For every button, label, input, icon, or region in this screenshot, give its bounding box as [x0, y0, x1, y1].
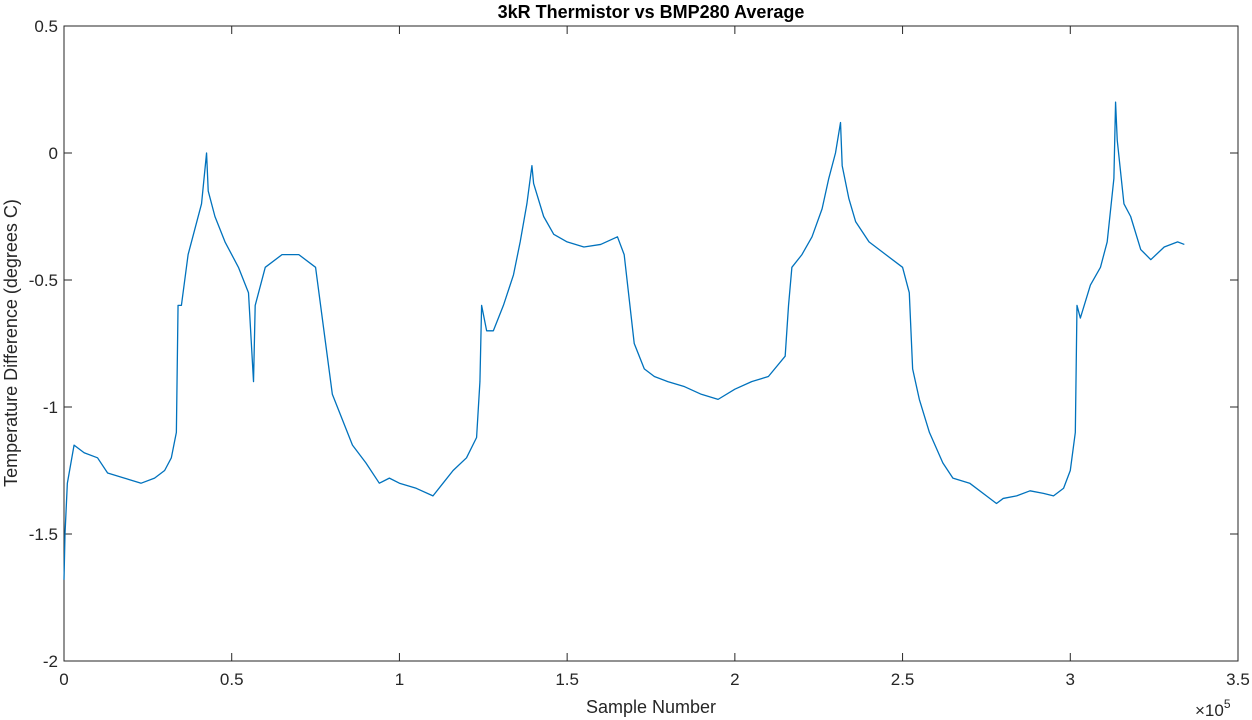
x-axis-exponent-base: ×10 [1195, 701, 1224, 720]
y-tick-label: -1.5 [29, 525, 58, 544]
x-axis-exponent: ×105 [1195, 697, 1231, 720]
y-axis-label: Temperature Difference (degrees C) [1, 199, 21, 487]
x-tick-label: 3.5 [1226, 670, 1250, 689]
y-tick-label: 0.5 [34, 17, 58, 36]
x-tick-label: 3 [1066, 670, 1075, 689]
x-tick-label: 2 [730, 670, 739, 689]
plot-area [63, 25, 1239, 662]
chart-title: 3kR Thermistor vs BMP280 Average [498, 2, 805, 22]
series-line [63, 101, 1185, 580]
x-tick-label: 1 [395, 670, 404, 689]
y-tick-label: -1 [43, 398, 58, 417]
axis-ticks: 0 0.5 1 1.5 2 2.5 3 3.5 0.5 0 -0.5 -1 -1.5 -2 [29, 17, 1250, 689]
x-tick-label: 1.5 [555, 670, 579, 689]
y-tick-label: -0.5 [29, 271, 58, 290]
y-tick-label: -2 [43, 652, 58, 671]
x-tick-label: 0.5 [220, 670, 244, 689]
x-tick-label: 0 [59, 670, 68, 689]
y-tick-label: 0 [49, 144, 58, 163]
series-layer [63, 101, 1185, 580]
x-axis-exponent-power: 5 [1224, 697, 1231, 711]
x-axis-label: Sample Number [586, 697, 716, 717]
x-tick-label: 2.5 [891, 670, 915, 689]
